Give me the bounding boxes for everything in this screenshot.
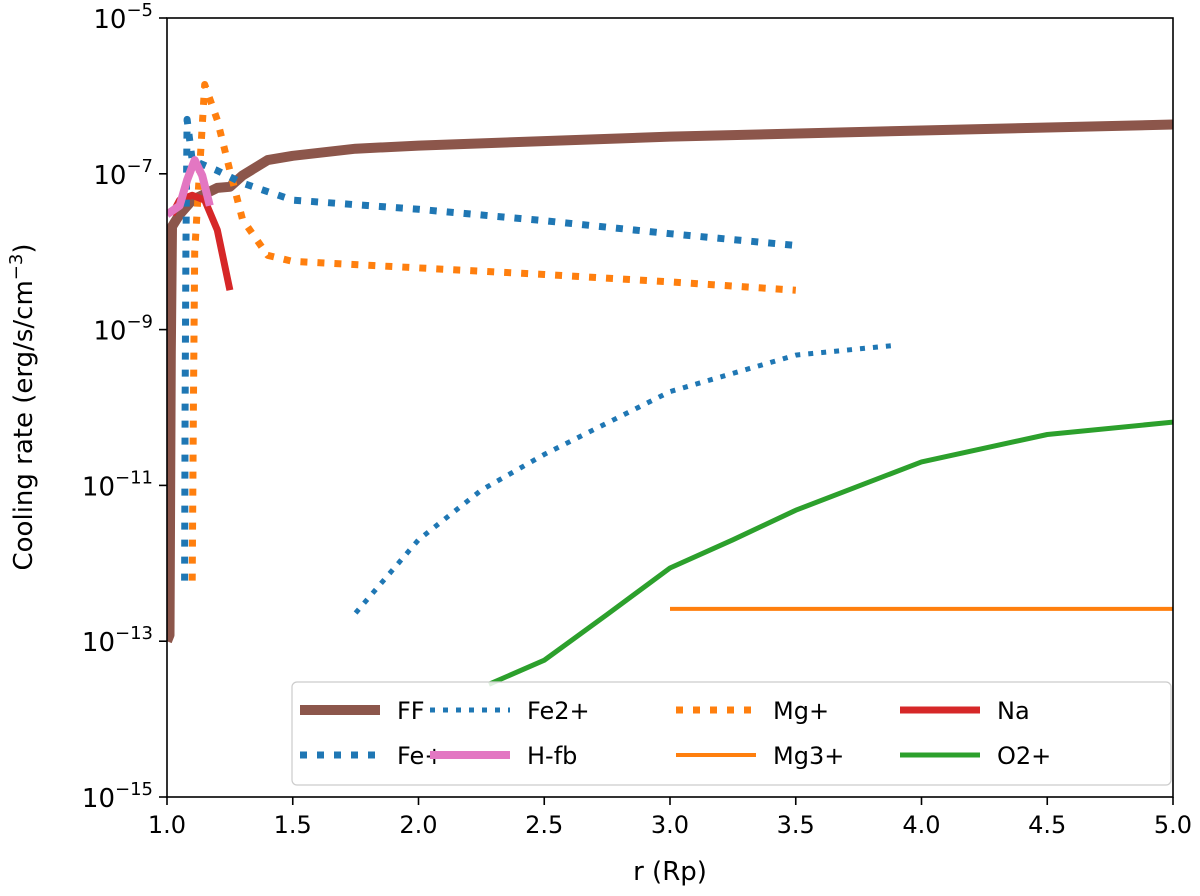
series-line-fe2plus	[353, 342, 897, 615]
series-line-o2plus	[487, 419, 1173, 687]
series-line-feplus	[181, 115, 797, 581]
legend-label: H-fb	[527, 742, 577, 770]
x-tick-label: 5.0	[1154, 811, 1192, 839]
series-line-h-fb	[167, 156, 214, 218]
y-tick-label: 10−9	[93, 312, 153, 347]
y-tick-label: 10−5	[93, 0, 153, 35]
x-tick-label: 2.0	[399, 811, 437, 839]
x-tick-label: 2.5	[525, 811, 563, 839]
x-tick-label: 3.5	[777, 811, 815, 839]
legend-label: O2+	[997, 742, 1051, 770]
x-tick-label: 1.5	[274, 811, 312, 839]
legend-label: Mg3+	[773, 742, 844, 770]
legend-label: Mg+	[773, 697, 829, 725]
y-tick-label: 10−11	[82, 467, 153, 502]
x-tick-label: 4.0	[902, 811, 940, 839]
series-line-mgplus	[188, 81, 797, 581]
x-tick-label: 3.0	[651, 811, 689, 839]
x-tick-label: 1.0	[148, 811, 186, 839]
x-axis-label: r (Rp)	[633, 857, 707, 887]
y-tick-label: 10−15	[82, 779, 153, 814]
y-tick-label: 10−13	[82, 623, 153, 658]
y-axis-label: Cooling rate (erg/s/cm−3)	[6, 243, 39, 570]
x-tick-label: 4.5	[1028, 811, 1066, 839]
legend-label: Na	[997, 697, 1030, 725]
legend-label: FF	[397, 697, 425, 725]
legend-label: Fe2+	[527, 697, 590, 725]
y-tick-label: 10−7	[93, 156, 153, 191]
